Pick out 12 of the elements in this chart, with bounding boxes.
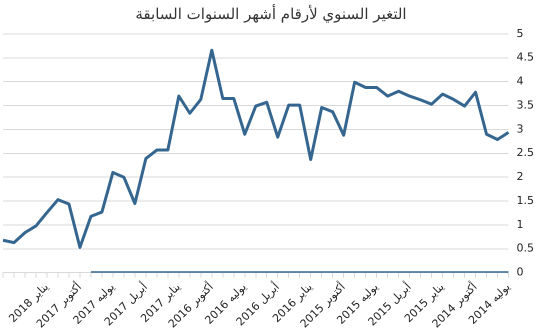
y-tick-label: 0 bbox=[516, 266, 524, 279]
y-tick-label: 2.5 bbox=[516, 146, 534, 160]
y-tick-label: 1 bbox=[516, 218, 524, 231]
y-tick-label: 4.5 bbox=[516, 50, 534, 64]
chart-title: التغير السنوي لأرقام أشهر السنوات السابقة bbox=[135, 4, 407, 23]
y-tick-label: 3 bbox=[516, 122, 524, 136]
y-tick-label: 0.5 bbox=[516, 242, 534, 255]
y-tick-label: 4 bbox=[516, 74, 524, 88]
y-tick-label: 3.5 bbox=[516, 98, 534, 112]
y-tick-label: 5 bbox=[516, 26, 524, 40]
y-tick-label: 1.5 bbox=[516, 194, 534, 207]
y-tick-label: 2 bbox=[516, 170, 524, 184]
